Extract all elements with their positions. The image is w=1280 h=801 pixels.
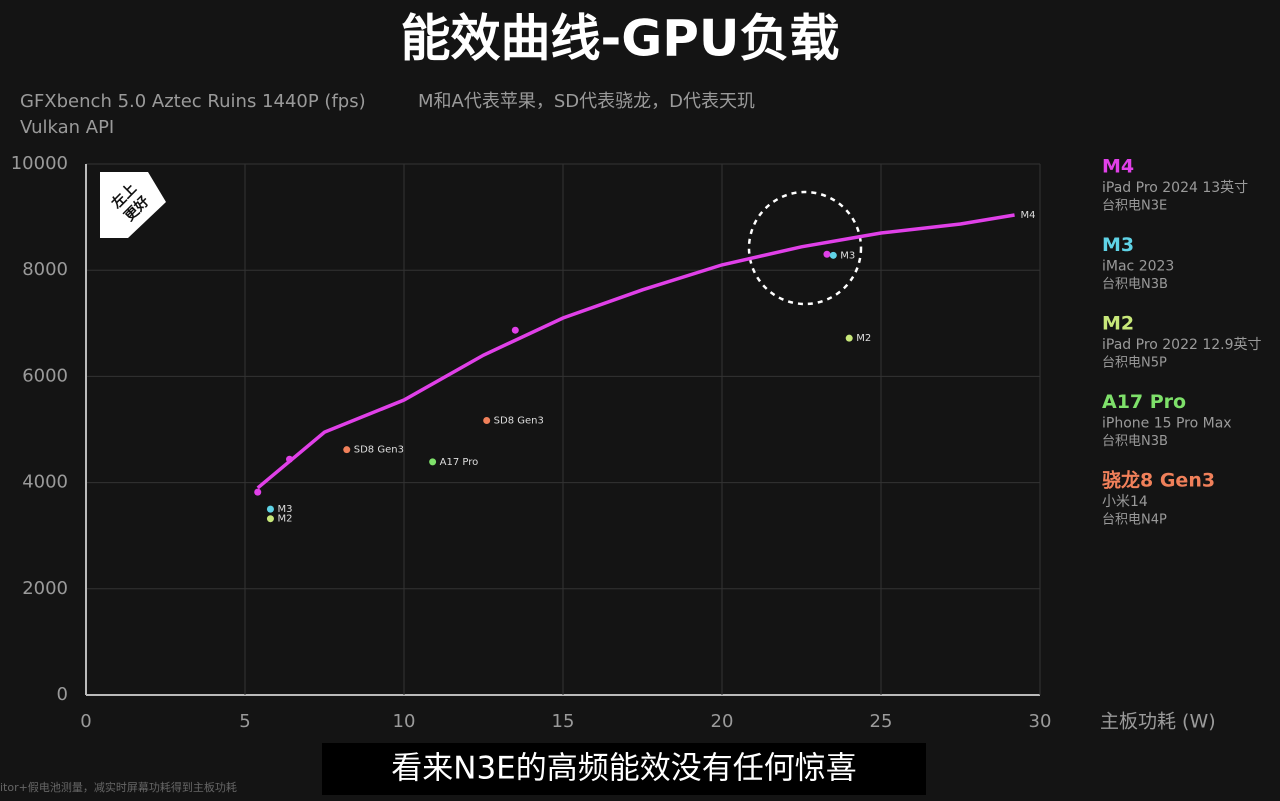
legend-process: 台积电N5P [1102,356,1167,371]
y-tick-label: 10000 [11,153,68,174]
point [266,515,274,523]
legend-process: 台积电N3E [1102,199,1167,214]
caption-box [322,743,926,795]
point-label: SD8 Gen3 [354,445,404,456]
legend-name: M2 [1102,313,1134,335]
legend-device: 小米14 [1102,494,1148,510]
y-tick-label: 6000 [22,365,68,386]
x-tick-label: 25 [870,711,893,732]
chart-title: 能效曲线-GPU负载 [400,10,839,68]
x-tick-label: 0 [80,711,91,732]
legend-device: iMac 2023 [1102,259,1174,275]
point [286,455,294,463]
point-label: SD8 Gen3 [494,415,544,426]
point-label: M3 [840,250,855,261]
point-label: M2 [277,514,292,525]
point [343,446,351,454]
y-tick-label: 8000 [22,259,68,280]
x-tick-label: 20 [711,711,734,732]
subtitle: GFXbench 5.0 Aztec Ruins 1440P (fps) [20,91,366,112]
legend-process: 台积电N3B [1102,434,1168,449]
caption: 看来N3E的高频能效没有任何惊喜 [391,751,857,787]
x-tick-label: 5 [239,711,250,732]
curve-label: M4 [1021,210,1036,221]
point [823,250,831,258]
legend-name: 骁龙8 Gen3 [1102,469,1215,492]
legend-device: iPad Pro 2024 13英寸 [1102,179,1248,196]
point [483,416,491,424]
point-label: M3 [277,504,292,515]
x-tick-label: 30 [1029,711,1052,732]
point [266,505,274,513]
subtitle: Vulkan API [20,117,114,138]
legend-device: iPad Pro 2022 12.9英寸 [1102,336,1262,353]
note: M和A代表苹果，SD代表骁龙，D代表天玑 [418,91,755,112]
point-label: M2 [856,333,871,344]
legend-name: A17 Pro [1102,391,1186,413]
point [829,251,837,259]
point [845,334,853,342]
legend-process: 台积电N3B [1102,277,1168,292]
y-tick-label: 4000 [22,472,68,493]
legend-name: M4 [1102,156,1134,178]
x-tick-label: 15 [552,711,575,732]
point [254,488,262,496]
point-label: A17 Pro [440,457,479,468]
badge: 左上 更好 [100,172,166,238]
legend-device: iPhone 15 Pro Max [1102,416,1232,432]
grid [85,163,1041,696]
x-tick-label: 10 [393,711,416,732]
point [511,326,519,334]
curve [256,213,1015,490]
x-axis-label: 主板功耗 (W) [1100,711,1216,733]
footnote: itor+假电池测量，减实时屏幕功耗得到主板功耗 [0,780,237,794]
legend-name: M3 [1102,234,1134,256]
point [429,458,437,466]
legend-process: 台积电N4P [1102,513,1167,528]
badge-shape [100,172,166,238]
y-tick-label: 0 [57,684,68,705]
highlight-circle [747,190,863,306]
y-tick-label: 2000 [22,578,68,599]
